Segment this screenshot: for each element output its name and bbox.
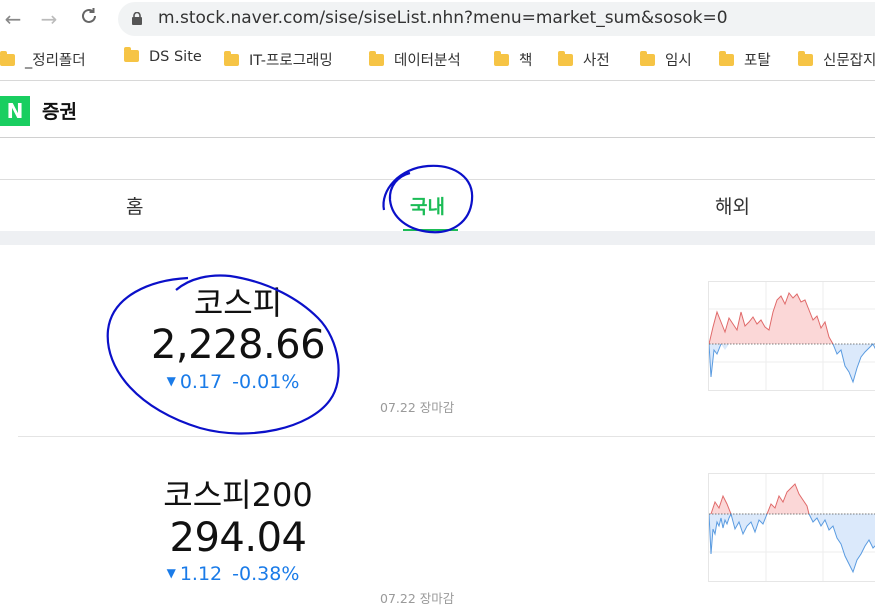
folder-icon (719, 51, 734, 66)
url-text: m.stock.naver.com/sise/siseList.nhn?menu… (158, 8, 728, 28)
bookmark-label: 데이터분석 (394, 53, 461, 69)
folder-icon (369, 51, 384, 66)
market-status: 07.22 장마감 (380, 400, 455, 415)
bookmark-label: 책 (519, 53, 533, 69)
tab-overseas[interactable]: 해외 (715, 196, 750, 218)
reload-icon-svg (82, 8, 96, 23)
bookmark-label: 신문잡지 (823, 53, 875, 69)
tab-domestic[interactable]: 국내 (410, 196, 445, 218)
index-name: 코스피 (193, 284, 283, 322)
divider (0, 80, 875, 81)
index-change: ▼ 0.17 -0.01% (128, 371, 338, 393)
bookmarks-bar: _정리폴더 DS Site IT-프로그래밍 데이터분석 책 사전 임시 포탈 … (0, 40, 875, 78)
tab-bar: 홈 국내 해외 (0, 179, 875, 232)
index-change: ▼ 1.12 -0.38% (128, 563, 338, 585)
change-amount: 0.17 (179, 371, 223, 393)
index-name: 코스피200 (163, 476, 313, 514)
folder-icon (224, 51, 239, 66)
bookmark-folder[interactable]: 책 (494, 49, 532, 70)
tab-home[interactable]: 홈 (126, 196, 144, 218)
index-value: 2,228.66 (150, 322, 326, 368)
reload-icon[interactable] (76, 6, 102, 32)
bookmark-folder[interactable]: 데이터분석 (369, 49, 461, 70)
bookmark-folder[interactable]: DS Site (124, 47, 202, 65)
bookmark-label: 임시 (665, 53, 692, 69)
bookmark-label: 포탈 (744, 53, 771, 69)
change-percent: -0.38% (232, 563, 300, 585)
folder-icon (494, 51, 509, 66)
divider (18, 436, 875, 437)
browser-toolbar: ← → m.stock.naver.com/sise/siseList.nhn?… (0, 0, 875, 37)
change-percent: -0.01% (232, 371, 300, 393)
naver-logo[interactable]: N (0, 96, 30, 126)
section-separator (0, 231, 875, 245)
kospi200-intraday-chart (708, 473, 875, 582)
kospi-intraday-chart (708, 281, 875, 391)
page-title[interactable]: 증권 (42, 101, 77, 123)
bookmark-folder[interactable]: 임시 (640, 49, 692, 70)
bookmark-label: IT-프로그래밍 (249, 53, 333, 69)
folder-icon (124, 47, 139, 62)
bookmark-label: DS Site (149, 49, 202, 65)
folder-icon (558, 51, 573, 66)
folder-icon (640, 51, 655, 66)
bookmark-folder[interactable]: 신문잡지 (798, 49, 875, 70)
bookmark-folder[interactable]: IT-프로그래밍 (224, 49, 333, 70)
address-bar[interactable]: m.stock.naver.com/sise/siseList.nhn?menu… (118, 2, 875, 36)
bookmark-label: _정리폴더 (25, 53, 86, 69)
back-arrow-icon[interactable]: ← (4, 7, 22, 31)
bookmark-folder[interactable]: 포탈 (719, 49, 771, 70)
folder-icon (798, 51, 813, 66)
bookmark-folder[interactable]: _정리폴더 (0, 49, 86, 70)
change-amount: 1.12 (179, 563, 223, 585)
index-value: 294.04 (169, 515, 307, 561)
down-triangle-icon: ▼ (166, 566, 176, 580)
divider (0, 137, 875, 138)
folder-icon (0, 51, 15, 66)
down-triangle-icon: ▼ (166, 374, 176, 388)
market-status: 07.22 장마감 (380, 591, 455, 606)
forward-arrow-icon[interactable]: → (40, 7, 58, 31)
bookmark-folder[interactable]: 사전 (558, 49, 610, 70)
lock-icon (132, 12, 142, 25)
bookmark-label: 사전 (583, 53, 610, 69)
